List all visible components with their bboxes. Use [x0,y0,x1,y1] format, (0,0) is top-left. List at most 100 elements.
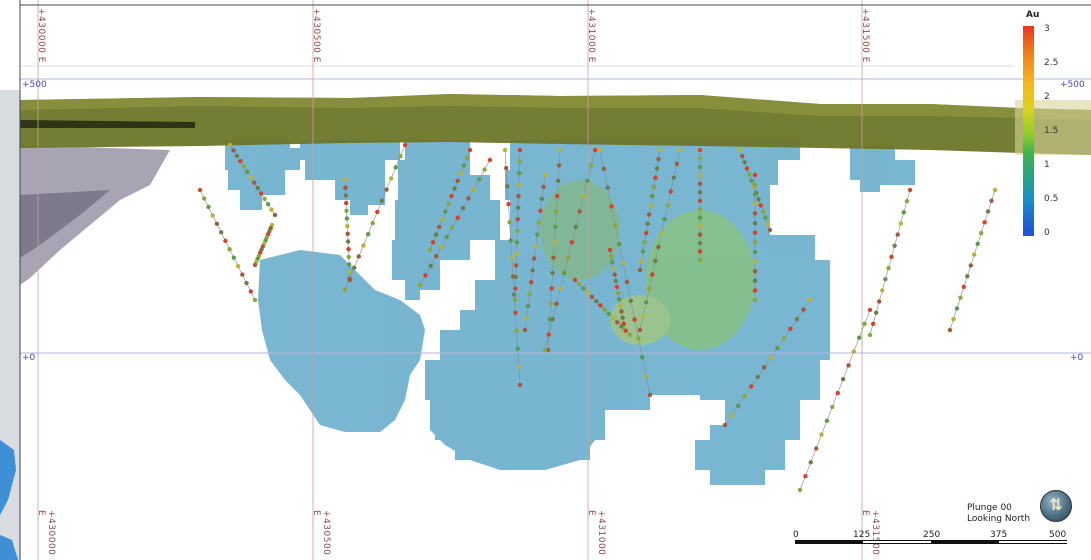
assay-interval [231,255,236,260]
assay-interval [592,147,598,153]
assay-interval [617,297,622,302]
assay-interval [737,147,743,153]
assay-interval [347,262,352,267]
assay-interval [898,221,903,226]
assay-interval [958,295,963,300]
assay-interval [808,460,813,465]
assay-interval [697,249,703,254]
assay-interval [516,182,521,187]
assay-interval [618,303,623,308]
assay-interval [677,147,683,153]
blue-patch-left [0,440,16,515]
assay-interval [640,249,646,254]
assay-interval [513,286,518,291]
assay-interval [951,317,956,322]
easting-label-top-430000: +430000 E [36,8,46,63]
drill-holes [197,142,998,493]
assay-interval [262,196,267,201]
terrain-surface-left [0,90,20,560]
assay-interval [961,284,966,290]
assay-interval [346,247,351,252]
assay-interval [517,382,523,388]
assay-interval [647,286,652,291]
assay-interval [517,147,523,153]
scale-segment-2 [863,540,931,544]
assay-interval [514,263,519,268]
assay-interval [516,364,521,370]
assay-interval [975,241,980,246]
assay-interval [662,217,667,222]
assay-interval [272,212,278,218]
rl-label-500-left: +500 [22,80,47,90]
scale-segment-4 [999,540,1067,544]
assay-interval [417,282,423,288]
assay-interval [895,232,900,237]
assay-interval [573,224,578,230]
assay-interval [840,377,846,382]
assay-interval [807,297,813,303]
assay-interval [514,328,519,333]
assay-interval [615,320,620,325]
assay-interval [477,177,482,182]
assay-interval [639,258,644,263]
assay-interval [223,238,228,243]
assay-interval [252,180,257,185]
assay-interval [752,297,758,303]
assay-interval [742,160,747,165]
assay-interval [344,200,349,206]
assay-interval [752,230,758,235]
easting-label-bottom-430500: +430500 E [311,510,331,556]
assay-interval [602,307,607,312]
assay-interval [452,186,457,191]
assay-interval [740,154,745,159]
assay-interval [269,207,274,212]
assay-interval [517,159,522,164]
assay-interval [788,326,793,331]
assay-interval [234,153,240,158]
assay-interval [874,310,879,315]
assay-interval [525,304,531,309]
looking-text: Looking North [967,514,1031,524]
assay-interval [398,154,403,159]
assay-interval [877,299,882,304]
assay-interval [762,365,767,370]
easting-label-top-430500: +430500 E [311,8,321,63]
assay-interval [384,187,389,192]
assay-interval [598,303,603,308]
assay-interval [345,224,350,229]
assay-interval [697,190,703,195]
topography-pale-face [1015,100,1091,155]
assay-interval [609,254,614,259]
assay-interval [610,315,616,321]
assay-interval [515,205,521,210]
assay-interval [585,290,590,295]
assay-interval [455,178,460,183]
assay-interval [515,228,520,233]
assay-interval [797,487,803,493]
assay-interval [342,177,348,183]
assay-interval [502,147,508,153]
assay-interval [697,215,703,220]
assay-interval [347,277,353,283]
legend-tick-1: 1 [1044,160,1050,170]
assay-interval [550,317,555,322]
assay-interval [512,292,517,297]
assay-interval [640,314,646,319]
assay-interval [460,205,466,211]
compass-icon[interactable]: ⇅ [1040,490,1072,522]
assay-interval [601,166,606,171]
assay-interval [554,301,559,306]
assay-interval [650,194,655,199]
assay-interval [620,260,626,266]
legend-tick-0-5: 0.5 [1044,194,1059,204]
assay-interval [572,277,578,283]
assay-interval [640,355,645,360]
drill-hole-trace [547,149,561,351]
assay-interval [803,474,808,479]
assay-interval [577,209,582,214]
assay-interval [517,170,522,176]
assay-interval [697,232,703,237]
assay-interval [609,204,614,209]
